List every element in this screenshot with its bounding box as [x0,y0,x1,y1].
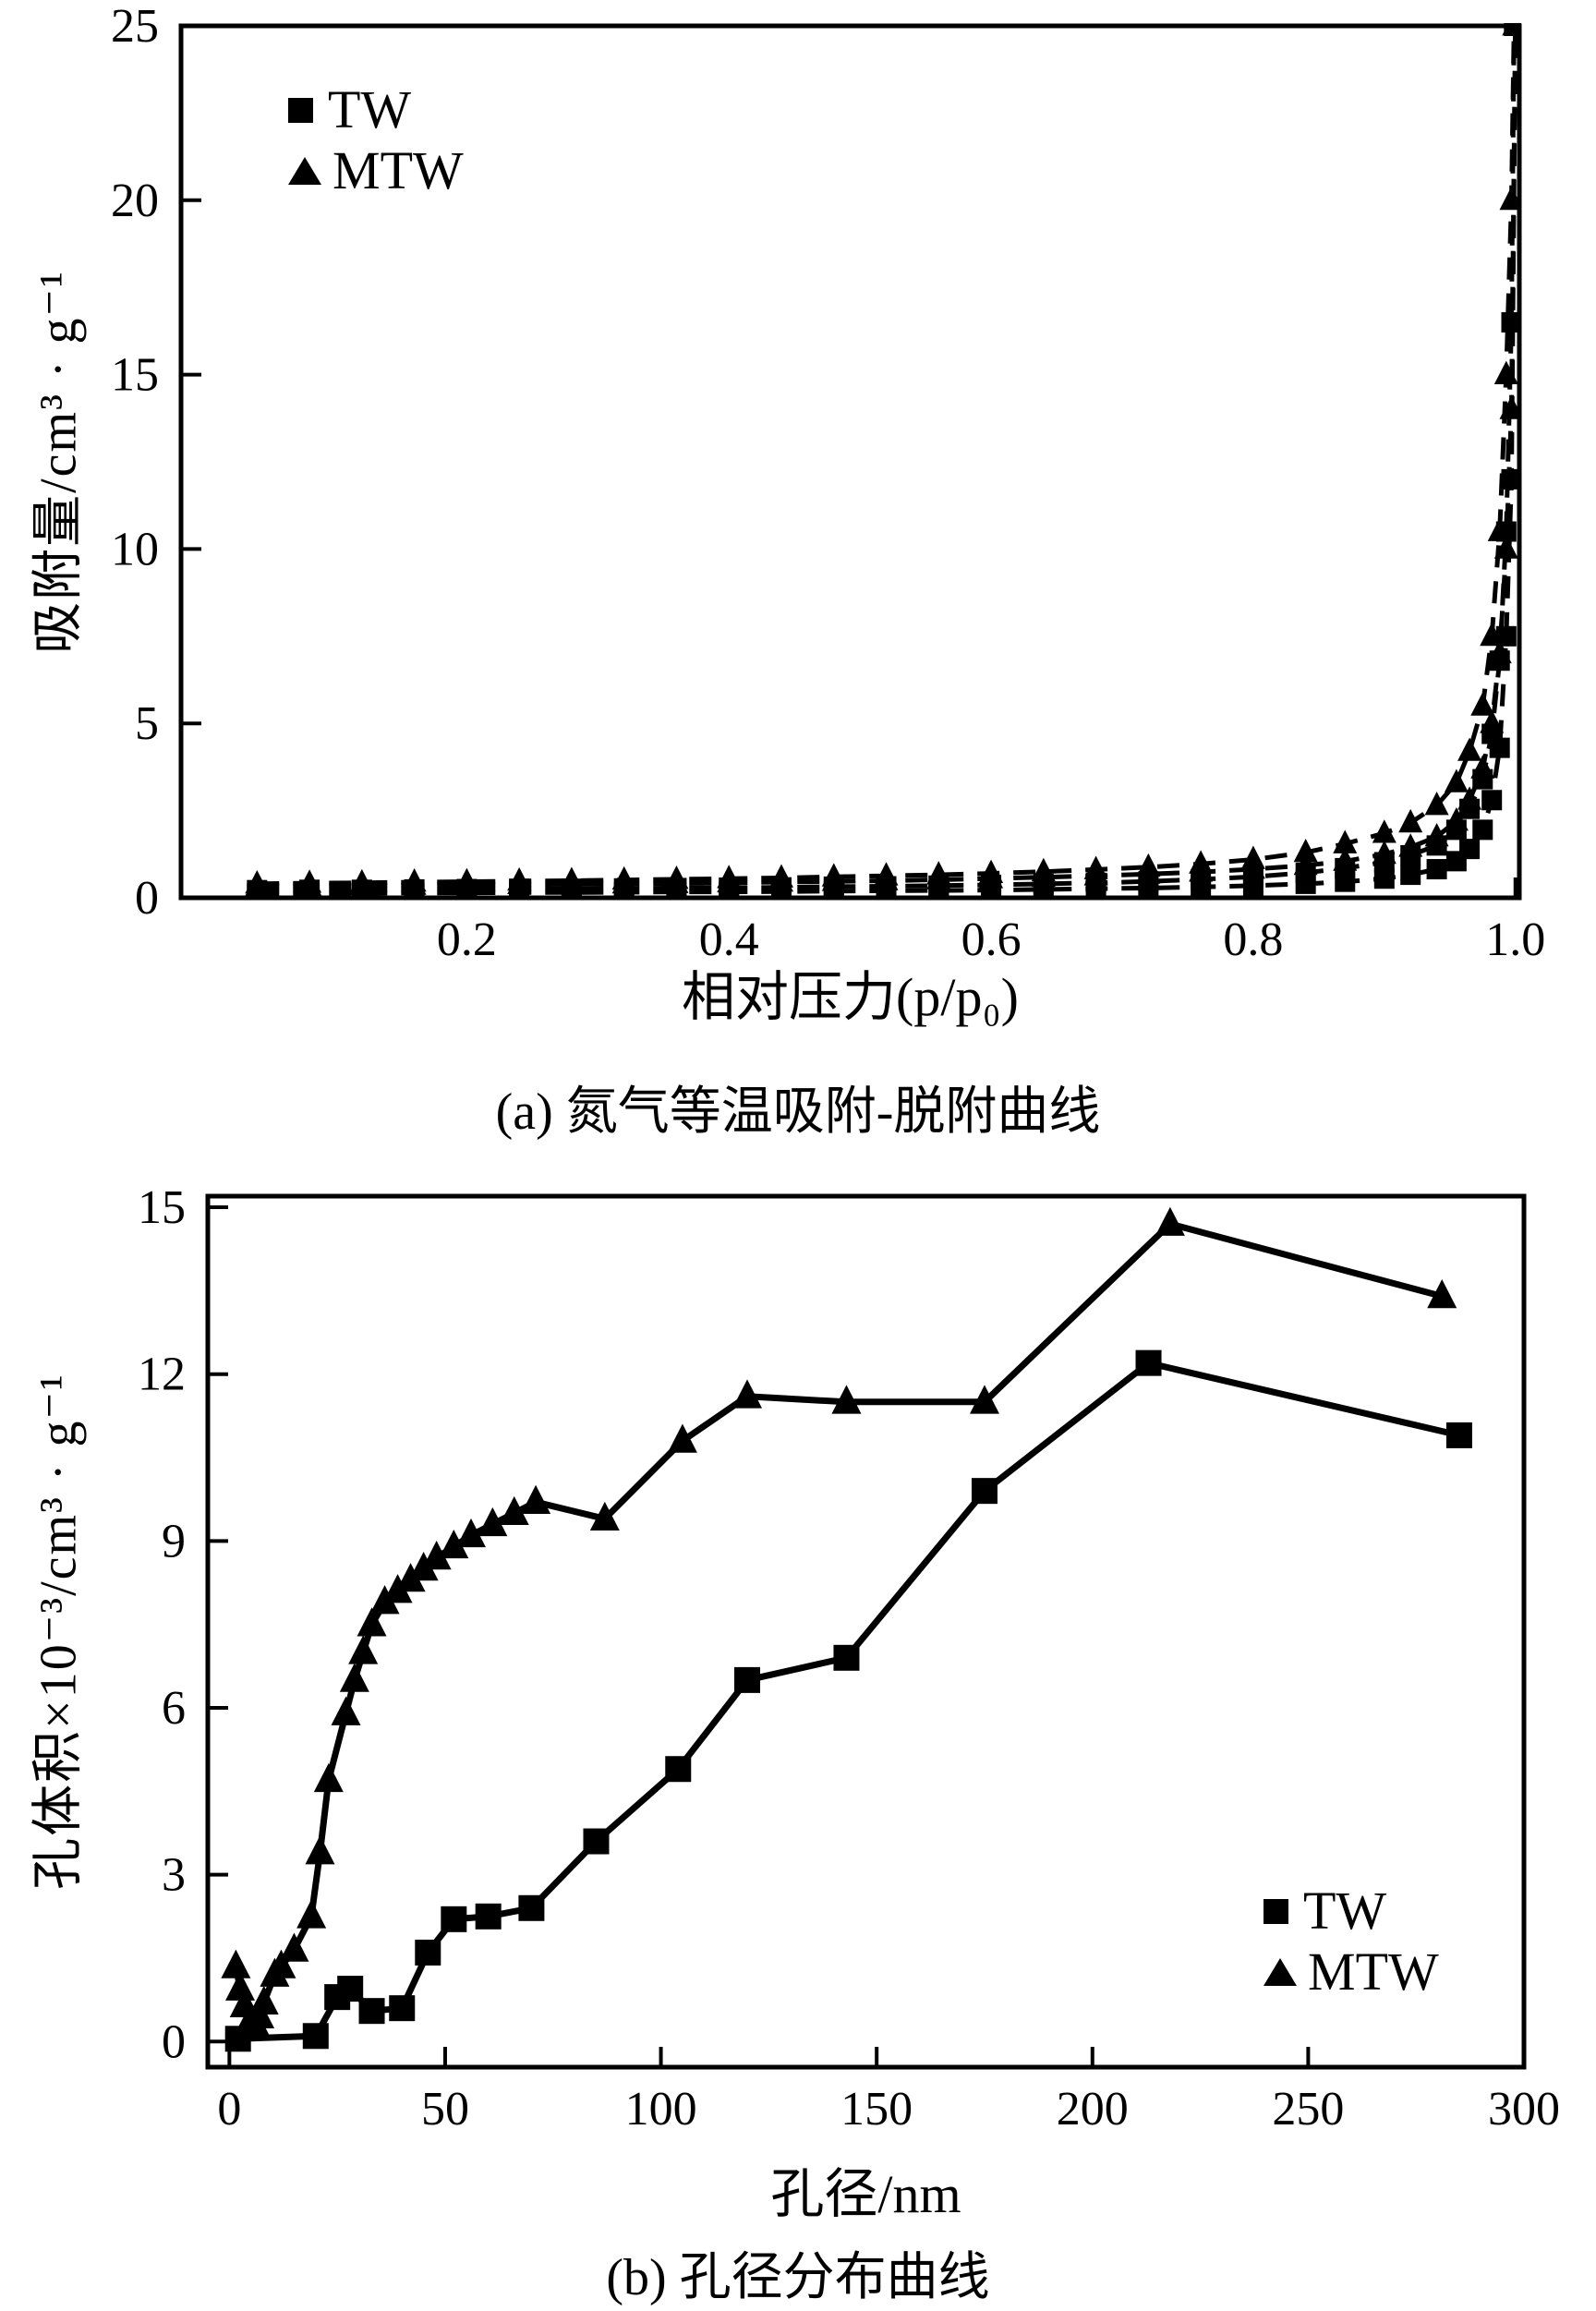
chart-b-y-axis-label: 孔体积×10⁻³/cm³ · g⁻¹ [30,1373,88,1890]
svg-text:15: 15 [138,1181,186,1234]
svg-text:300: 300 [1488,2083,1560,2136]
legend-label-tw: TW [1303,1881,1387,1941]
square-marker-icon [1264,1898,1288,1924]
chart-b-legend: TW MTW [1264,1881,1439,2002]
svg-text:3: 3 [162,1849,186,1902]
triangle-marker-icon [1264,1958,1297,1986]
svg-text:6: 6 [162,1682,186,1735]
chart-a-y-axis-label: 吸附量/cm³ · g⁻¹ [30,270,88,654]
chart-b-x-axis-label: 孔径/nm [770,2164,961,2224]
legend-item-tw: TW [288,79,464,140]
legend-label-mtw: MTW [332,140,464,200]
chart-b-plot-canvas: 0 50 100 150 200 250 300 0 3 6 9 12 15 [138,1181,1560,2136]
legend-label-mtw: MTW [1308,1942,1439,2002]
chart-b-caption: (b) 孔径分布曲线 [606,2249,990,2306]
svg-text:0.2: 0.2 [437,914,497,966]
svg-text:0: 0 [162,2015,186,2068]
square-marker-icon [288,97,313,123]
legend-label-tw: TW [328,79,412,139]
svg-text:12: 12 [138,1349,186,1401]
legend-item-mtw: MTW [1264,1942,1439,2002]
svg-text:1.0: 1.0 [1485,914,1545,966]
svg-text:0.6: 0.6 [961,914,1022,966]
chart-a-plot-canvas: 0.2 0.4 0.6 0.8 1.0 0 5 10 15 20 25 [111,0,1545,966]
svg-text:200: 200 [1057,2083,1129,2136]
chart-a-legend: TW MTW [288,79,464,201]
svg-text:250: 250 [1272,2083,1344,2136]
svg-text:0.8: 0.8 [1223,914,1283,966]
legend-item-mtw: MTW [288,140,464,201]
svg-text:0.4: 0.4 [699,914,759,966]
svg-text:0: 0 [135,872,159,925]
svg-text:15: 15 [111,349,159,402]
svg-text:150: 150 [840,2083,913,2136]
svg-text:10: 10 [111,523,159,575]
svg-text:50: 50 [421,2083,469,2136]
svg-text:25: 25 [111,0,159,53]
chart-a-isotherm: 0.2 0.4 0.6 0.8 1.0 0 5 10 15 20 25 吸附量/cm³ · g⁻¹ … [30,0,1546,1141]
legend-item-tw: TW [1264,1881,1439,1942]
svg-text:0: 0 [217,2083,241,2136]
chart-a-x-axis-label: 相对压力(p/p₀) [682,967,1019,1027]
svg-text:5: 5 [135,697,159,750]
svg-text:20: 20 [111,175,159,227]
chart-b-pore-size-distribution: 0 50 100 150 200 250 300 0 3 6 9 12 15 孔体积×10⁻³/cm³ … [0,1173,1596,2311]
svg-text:100: 100 [625,2083,697,2136]
svg-text:9: 9 [162,1515,186,1567]
triangle-marker-icon [288,157,321,185]
chart-a-caption: (a) 氮气等温吸附-脱附曲线 [495,1083,1101,1141]
